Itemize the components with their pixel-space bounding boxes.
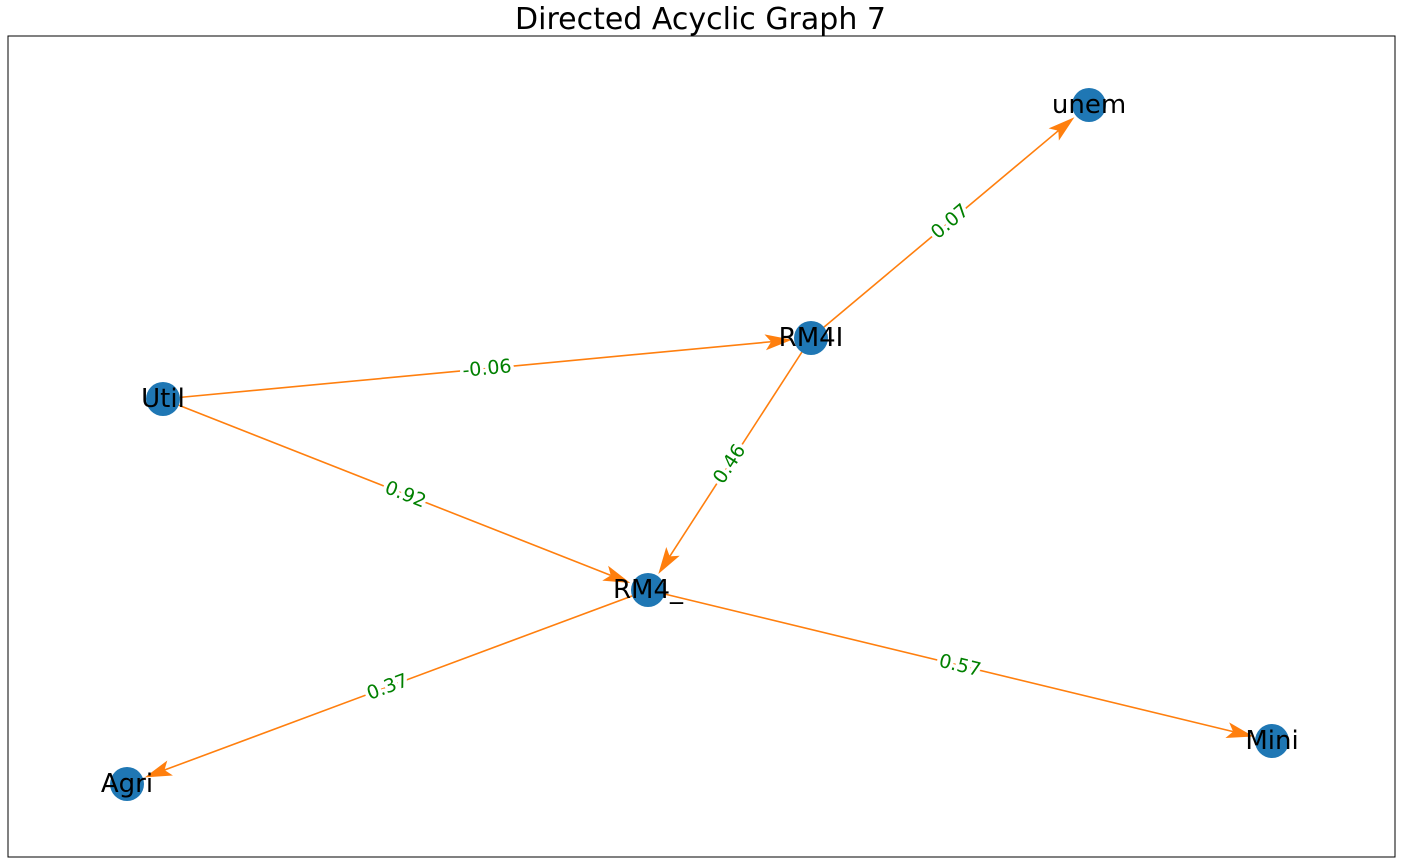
node-label: Agri: [101, 769, 153, 799]
edge-RM4_-Agri: [164, 589, 649, 771]
node-label: Mini: [1245, 726, 1298, 756]
plot-frame: [7, 35, 1396, 858]
edge-RM4I-RM4_: [669, 337, 812, 557]
node-RM4_: [631, 573, 665, 607]
edge-label: 0.37: [364, 669, 411, 704]
node-unem: [1072, 88, 1106, 122]
edge-label: 0.07: [927, 199, 974, 243]
edge-arrowhead-RM4I-RM4_: [658, 547, 680, 575]
node-label: Util: [141, 384, 185, 414]
graph-title: Directed Acyclic Graph 7: [515, 2, 886, 37]
edge-RM4_-Mini: [647, 589, 1234, 733]
node-Mini: [1255, 724, 1289, 758]
edges-layer: [144, 117, 1254, 778]
edge-label-group: -0.06: [458, 352, 516, 386]
edge-label-group: 0.07: [923, 196, 977, 247]
edge-Util-RM4_: [162, 398, 612, 577]
nodes-layer: unem RM4I Util RM4_ Agri Mini: [101, 88, 1299, 801]
edge-label: 0.57: [937, 650, 983, 681]
edge-arrowhead-Util-RM4I: [764, 334, 793, 351]
edge-label-group: 0.92: [378, 473, 432, 516]
edge-labels-layer: 0.07 -0.06 0.92 0.46 0.37 0.57: [360, 196, 986, 708]
edge-label-group: 0.37: [360, 666, 414, 708]
node-label: RM4_: [613, 575, 684, 605]
node-Util: [146, 382, 180, 416]
edge-arrowhead-RM4I-unem: [1048, 117, 1075, 141]
edge-Util-RM4I: [162, 340, 772, 400]
edge-label-group: 0.46: [705, 437, 753, 491]
edge-label: 0.46: [709, 440, 750, 487]
edge-label-group: 0.57: [933, 646, 986, 684]
edge-arrowhead-RM4_-Mini: [1225, 722, 1254, 738]
node-label: RM4I: [779, 323, 844, 353]
node-Agri: [110, 767, 144, 801]
edge-label: -0.06: [461, 355, 512, 382]
edge-label: 0.92: [382, 477, 429, 513]
node-RM4I: [794, 321, 828, 355]
edge-RM4I-unem: [810, 130, 1059, 339]
node-label: unem: [1052, 90, 1126, 120]
edge-arrowhead-RM4_-Agri: [144, 760, 173, 778]
edge-arrowhead-Util-RM4_: [602, 565, 631, 584]
